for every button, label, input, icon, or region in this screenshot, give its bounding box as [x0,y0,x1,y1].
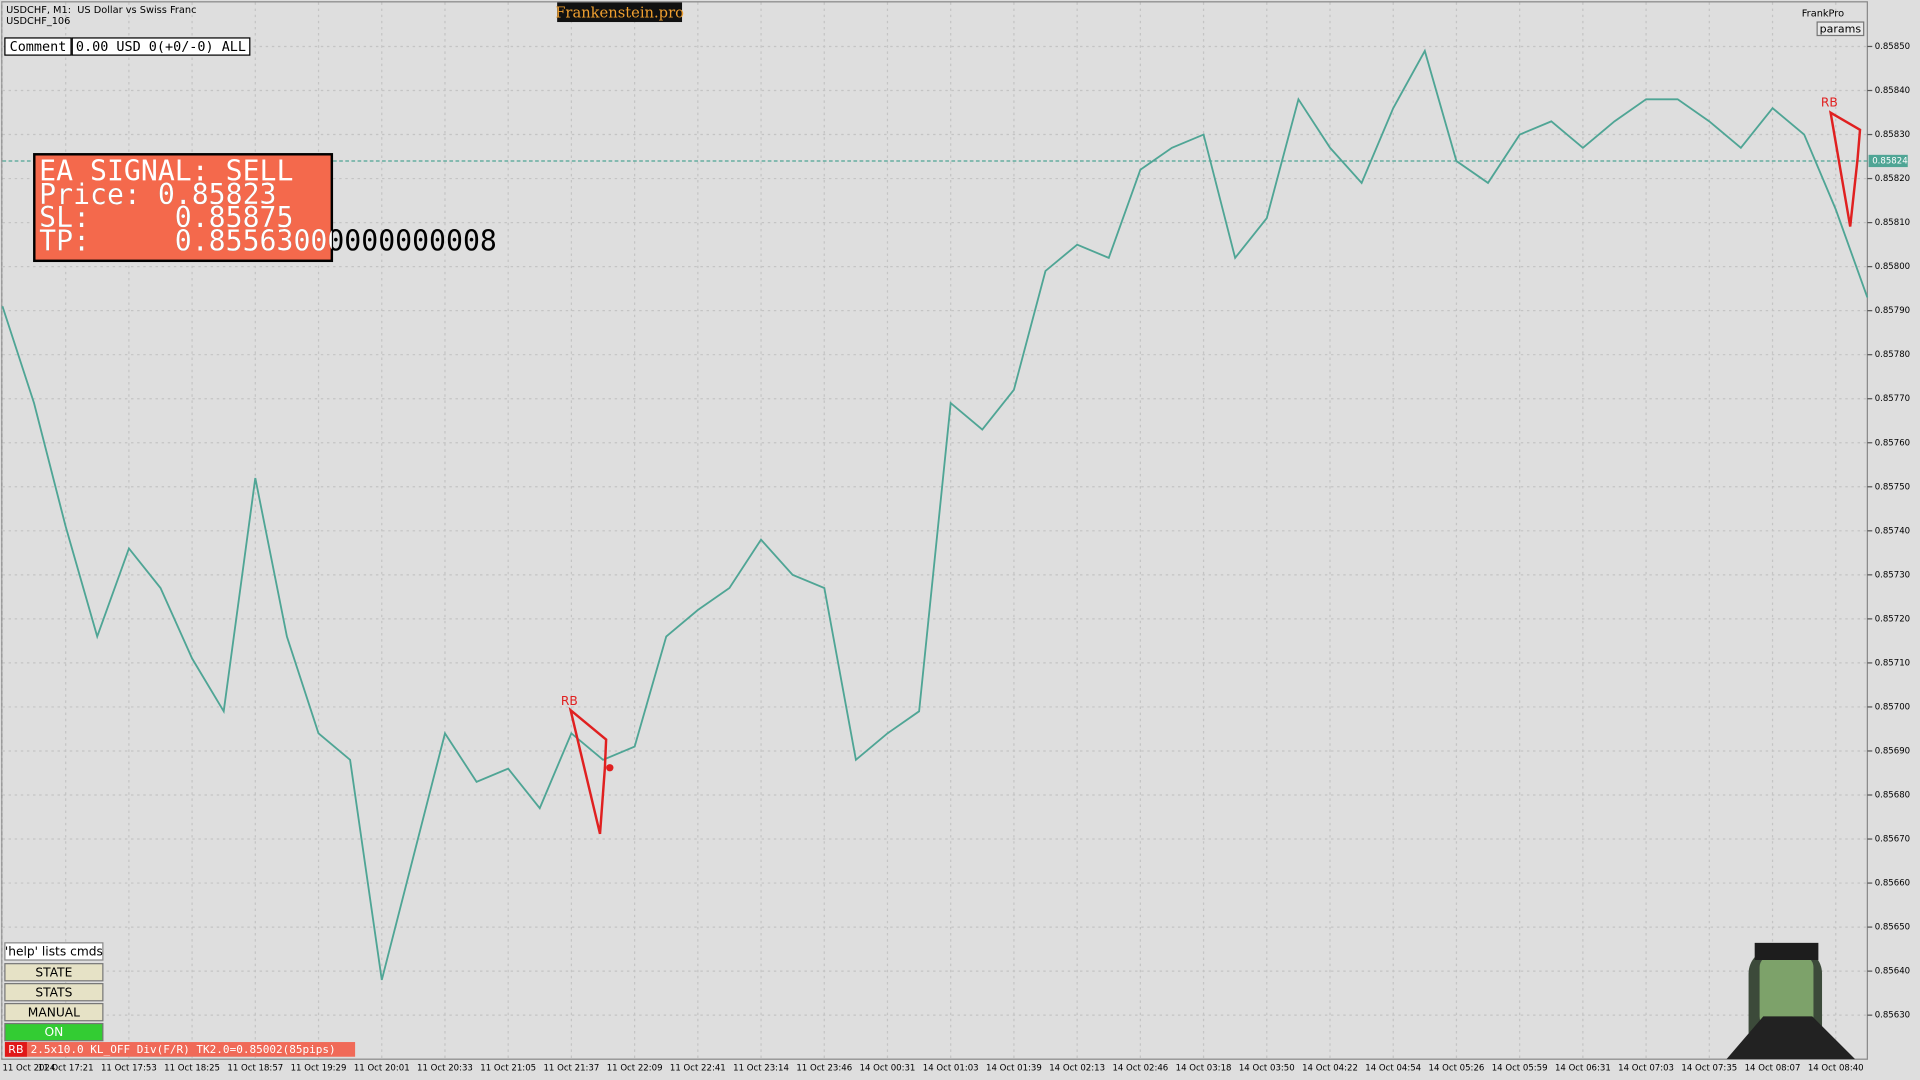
signal-box [33,153,334,263]
x-tick-label: 14 Oct 04:22 [1302,1063,1358,1073]
y-tick-label: 0.85810 [1875,218,1910,228]
button-label[interactable]: STATE [35,965,72,979]
x-tick-label: 11 Oct 22:09 [607,1063,663,1073]
x-tick-label: 14 Oct 07:35 [1681,1063,1737,1073]
comment-box [4,37,72,56]
y-tick-label: 0.85660 [1875,879,1910,889]
x-tick-label: 11 Oct 17:53 [101,1063,157,1073]
y-tick-label: 0.85760 [1875,438,1910,448]
y-tick-label: 0.85690 [1875,746,1910,756]
rb-marker [606,764,614,772]
x-tick-label: 14 Oct 00:31 [860,1063,916,1073]
y-tick-label: 0.85720 [1875,614,1910,624]
x-tick-label: 11 Oct 20:01 [354,1063,410,1073]
signal-text-inside: Price: 0.85823 [39,178,276,211]
rb-pattern [1828,110,1862,227]
annotation: RB [1821,95,1838,109]
x-tick-label: 11 Oct 18:57 [227,1063,283,1073]
button[interactable] [4,1002,104,1022]
x-tick-label: 11 Oct 23:14 [733,1063,789,1073]
y-tick-label: 0.85710 [1875,658,1910,668]
comment-value-box [71,37,251,56]
x-tick-label: 14 Oct 03:18 [1176,1063,1232,1073]
x-tick-label: 11 Oct 22:41 [670,1063,726,1073]
y-tick-label: 0.85650 [1875,923,1910,933]
button-label[interactable]: STATS [35,985,72,999]
y-tick-label: 0.85740 [1875,526,1910,536]
params-label[interactable]: params [1820,22,1862,35]
annotation: RB [561,694,578,708]
y-tick-label: 0.85670 [1875,835,1910,845]
help-text: 'help' lists cmds [5,945,103,959]
symbol-title: USDCHF, M1: US Dollar vs Swiss Franc [6,5,196,16]
signal-text-inside: SL: 0.85875 [39,201,293,234]
status-tag-box [4,1042,27,1057]
y-tick-label: 0.85630 [1875,1011,1910,1021]
params-button[interactable] [1816,21,1865,37]
price-line [1,48,1869,981]
x-tick-label: 11 Oct 23:46 [796,1063,852,1073]
x-tick-label: 11 Oct 17:21 [38,1063,94,1073]
x-tick-label: 11 Oct 21:37 [543,1063,599,1073]
signal-sl: SL: 0.85875 [39,201,293,234]
x-tick-label: 14 Oct 01:39 [986,1063,1042,1073]
y-tick-label: 0.85800 [1875,262,1910,272]
comment-label: Comment [10,40,67,55]
x-tick-label: 14 Oct 08:07 [1745,1063,1801,1073]
help-box [4,942,104,961]
button[interactable] [4,983,104,1002]
x-tick-label: 14 Oct 01:03 [923,1063,979,1073]
x-tick-label: 14 Oct 07:03 [1618,1063,1674,1073]
x-tick-label: 14 Oct 02:13 [1049,1063,1105,1073]
y-tick-label: 0.85830 [1875,130,1910,140]
y-tick-label: 0.85820 [1875,174,1910,184]
y-tick-label: 0.85680 [1875,791,1910,801]
signal-text-inside: TP: 0.85563000000000008 [39,224,497,257]
status-text: 2.5x10.0 KL_OFF Div(F/R) TK2.0=0.85002(8… [31,1043,336,1056]
x-tick-label: 14 Oct 08:40 [1808,1063,1864,1073]
x-tick-label: 14 Oct 02:46 [1112,1063,1168,1073]
symbol-subtitle: USDCHF_106 [6,16,70,27]
x-tick-label: 14 Oct 04:54 [1365,1063,1421,1073]
x-tick-label: 14 Oct 05:59 [1492,1063,1548,1073]
x-tick-label: 11 Oct 2024 [2,1063,55,1073]
y-tick-label: 0.85770 [1875,394,1910,404]
y-tick-label: 0.85730 [1875,570,1910,580]
comment-value: 0.00 USD 0(+0/-0) ALL [76,40,246,55]
button-label[interactable]: MANUAL [28,1005,80,1019]
y-tick-label: 0.85700 [1875,702,1910,712]
y-tick-label: 0.85780 [1875,350,1910,360]
x-tick-label: 14 Oct 03:50 [1239,1063,1295,1073]
y-tick-label: 0.85790 [1875,306,1910,316]
y-tick-label: 0.85640 [1875,967,1910,977]
y-tick-label: 0.85750 [1875,482,1910,492]
current-price-label: 0.85824 [1872,156,1907,166]
x-tick-label: 14 Oct 05:26 [1429,1063,1485,1073]
status-bar [4,1042,356,1057]
x-tick-label: 11 Oct 21:05 [480,1063,536,1073]
signal-title: EA SIGNAL: SELL [39,155,293,188]
y-tick-label: 0.85850 [1875,42,1910,52]
y-tick-label: 0.85840 [1875,86,1910,96]
account: FrankPro [1802,8,1844,19]
brand-banner [557,2,683,23]
x-tick-label: 11 Oct 18:25 [164,1063,220,1073]
x-tick-label: 11 Oct 20:33 [417,1063,473,1073]
x-tick-label: 11 Oct 19:29 [291,1063,347,1073]
signal-price: Price: 0.85823 [39,178,276,211]
x-tick-label: 14 Oct 06:31 [1555,1063,1611,1073]
rb-pattern [568,706,608,835]
button-label[interactable]: ON [44,1025,63,1039]
brand: Frankenstein.pro [555,4,684,21]
status-tag: RB [8,1043,23,1056]
signal-tp: TP: 0.85563000000000008 [39,224,497,257]
button[interactable] [4,963,104,982]
current-price-box [1868,154,1908,168]
button[interactable] [4,1022,104,1042]
